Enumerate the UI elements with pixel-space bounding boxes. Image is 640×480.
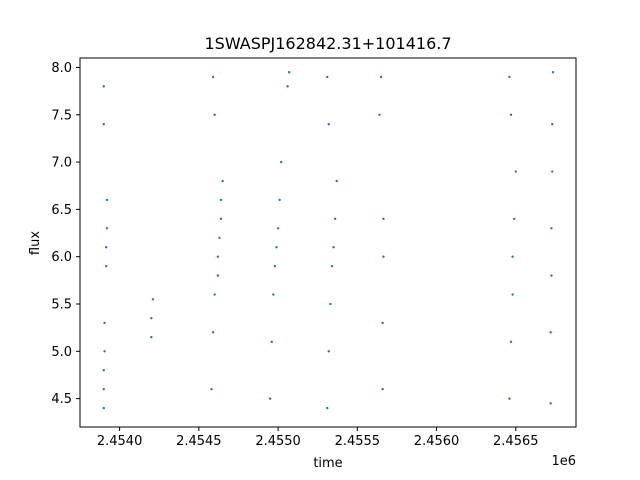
data-point [382, 217, 385, 221]
data-point [280, 160, 283, 164]
data-point [210, 387, 213, 391]
plot-area-frame [79, 57, 577, 428]
data-point [551, 70, 555, 74]
data-point [211, 331, 215, 334]
data-point [273, 264, 277, 268]
data-point [550, 274, 553, 277]
data-point [286, 85, 289, 88]
data-point [327, 350, 330, 353]
data-point [104, 246, 108, 249]
data-point [551, 170, 554, 173]
data-point [514, 170, 517, 173]
x-tick-label: 2.4555 [335, 434, 381, 449]
y-axis-label: flux [28, 231, 43, 255]
data-point [550, 227, 553, 230]
data-point [219, 217, 223, 221]
data-point [150, 316, 153, 320]
x-axis-offset-label: 1e6 [551, 454, 576, 469]
data-point [329, 302, 332, 306]
data-point [221, 179, 224, 183]
y-axis: 4.5 5.0 5.5 6.0 6.5 7.0 7.5 8.0 [51, 61, 80, 407]
y-tick-label: 6.0 [51, 250, 72, 265]
data-point [326, 406, 329, 410]
y-tick-label: 6.5 [51, 203, 72, 218]
data-point [382, 255, 385, 258]
y-tick-label: 5.0 [51, 345, 72, 360]
data-point [219, 198, 223, 202]
data-point [270, 340, 273, 344]
data-point [272, 293, 275, 296]
y-tick-label: 5.5 [51, 298, 72, 313]
data-point [105, 227, 109, 230]
data-point [105, 198, 109, 202]
data-point [326, 75, 329, 79]
data-point [508, 397, 511, 400]
x-axis-label: time [313, 456, 342, 471]
x-tick-label: 2.4560 [414, 434, 460, 449]
data-point [213, 293, 216, 296]
data-point [335, 179, 338, 183]
data-point [211, 75, 215, 79]
y-tick-label: 7.5 [51, 108, 72, 123]
data-point [103, 321, 106, 325]
data-point [213, 113, 216, 116]
data-point [102, 387, 105, 391]
data-point [378, 113, 381, 116]
data-point [102, 406, 105, 410]
data-points [102, 70, 555, 410]
data-point [379, 75, 383, 79]
data-point [150, 335, 153, 339]
data-point [509, 113, 513, 116]
data-point [549, 402, 552, 405]
data-point [268, 397, 272, 400]
data-point [216, 274, 220, 277]
y-tick-label: 8.0 [51, 61, 72, 76]
data-point [551, 123, 554, 126]
x-axis: 2.4540 2.4545 2.4550 2.4555 2.4560 2.4565 [97, 427, 539, 449]
data-point [278, 198, 281, 202]
x-tick-label: 2.4565 [493, 434, 539, 449]
data-point [332, 246, 335, 249]
data-point [509, 340, 513, 344]
data-point [508, 75, 511, 79]
data-point [511, 255, 514, 258]
data-point [327, 123, 330, 126]
y-tick-label: 7.0 [51, 156, 72, 171]
x-tick-label: 2.4545 [176, 434, 222, 449]
data-point [287, 70, 291, 74]
data-point [549, 331, 552, 334]
data-point [381, 321, 384, 325]
data-point [102, 123, 105, 126]
data-point [381, 387, 384, 391]
data-point [276, 227, 280, 230]
data-point [333, 217, 337, 221]
data-point [104, 264, 108, 268]
data-point [102, 369, 105, 372]
data-point [151, 298, 155, 301]
data-point [330, 264, 334, 268]
data-point [511, 293, 514, 296]
data-point [102, 85, 105, 88]
data-point [512, 217, 516, 221]
x-tick-label: 2.4540 [97, 434, 143, 449]
data-point [218, 236, 221, 239]
x-tick-label: 2.4550 [255, 434, 301, 449]
y-tick-label: 4.5 [51, 392, 72, 407]
data-point [275, 246, 278, 249]
chart-title: 1SWASPJ162842.31+101416.7 [204, 34, 451, 53]
data-point [216, 255, 220, 258]
data-point [103, 350, 106, 353]
